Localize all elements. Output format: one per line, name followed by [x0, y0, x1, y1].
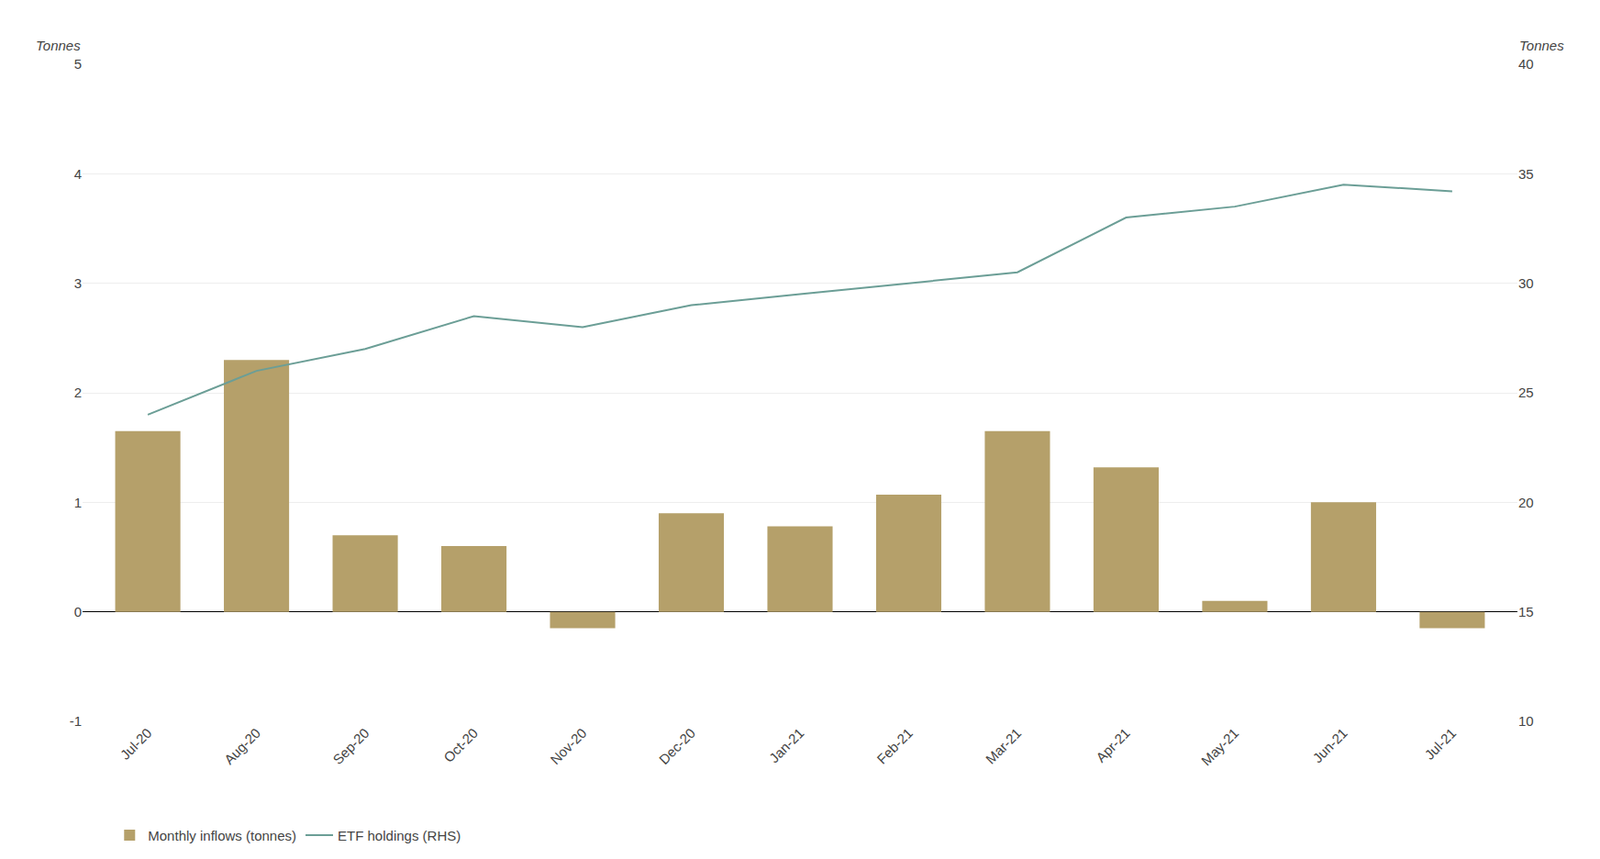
svg-text:Jul-21: Jul-21: [1421, 724, 1459, 763]
svg-text:Dec-20: Dec-20: [655, 724, 699, 767]
svg-text:4: 4: [74, 166, 82, 182]
svg-text:Jul-20: Jul-20: [117, 724, 156, 763]
svg-text:15: 15: [1518, 603, 1534, 620]
svg-text:May-21: May-21: [1198, 724, 1242, 768]
svg-text:2: 2: [74, 384, 82, 400]
svg-text:1: 1: [74, 494, 82, 511]
svg-text:0: 0: [74, 603, 82, 620]
svg-text:5: 5: [74, 55, 82, 72]
svg-text:Jan-21: Jan-21: [766, 724, 807, 766]
svg-text:35: 35: [1518, 166, 1534, 182]
svg-text:Apr-21: Apr-21: [1092, 724, 1134, 766]
svg-text:30: 30: [1518, 275, 1534, 291]
svg-text:40: 40: [1518, 55, 1534, 72]
svg-text:Oct-20: Oct-20: [440, 724, 481, 766]
svg-text:-1: -1: [69, 712, 82, 729]
svg-text:20: 20: [1518, 494, 1534, 511]
svg-text:Feb-21: Feb-21: [873, 724, 916, 767]
svg-text:Nov-20: Nov-20: [546, 724, 589, 767]
svg-text:Monthly inflows (tonnes): Monthly inflows (tonnes): [147, 827, 297, 844]
svg-text:25: 25: [1518, 384, 1534, 400]
svg-text:Aug-20: Aug-20: [221, 724, 264, 767]
svg-text:Sep-20: Sep-20: [329, 724, 372, 767]
svg-text:Tonnes: Tonnes: [35, 37, 81, 54]
svg-text:ETF holdings (RHS): ETF holdings (RHS): [337, 827, 461, 844]
svg-text:Mar-21: Mar-21: [982, 724, 1025, 767]
svg-text:Jun-21: Jun-21: [1309, 724, 1350, 766]
svg-text:3: 3: [74, 275, 82, 291]
svg-text:Tonnes: Tonnes: [1519, 37, 1565, 54]
svg-text:10: 10: [1518, 712, 1534, 729]
